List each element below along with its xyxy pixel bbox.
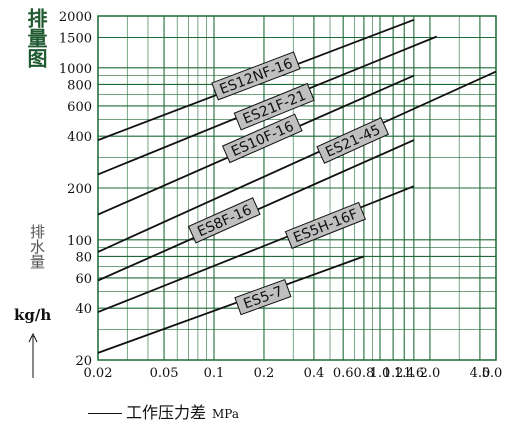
- series-label: ES5H-16F: [284, 201, 366, 249]
- x-axis-label: 工作压力差: [126, 403, 207, 422]
- y-tick-label: 60: [75, 272, 92, 287]
- series-label-box: [187, 197, 261, 244]
- plot-frame: [97, 15, 497, 361]
- x-tick-label: 0.02: [84, 366, 113, 381]
- x-tick-label: 1.2: [383, 366, 404, 381]
- y-tick-label: 20: [75, 354, 92, 369]
- series-label: ES8F-16: [187, 197, 261, 244]
- x-tick-label: 0.2: [254, 366, 275, 381]
- series-label-box: [221, 113, 303, 164]
- y-tick-label: 100: [67, 234, 92, 249]
- x-tick-label: 1.0: [370, 366, 391, 381]
- x-tick-label: 0.6: [333, 366, 354, 381]
- up-arrow-icon: [28, 332, 38, 378]
- y-tick-label: 1000: [59, 62, 92, 77]
- y-tick-label: 40: [75, 302, 92, 317]
- series-label-text: ES5H-16F: [291, 206, 360, 246]
- x-tick-label: 5.0: [482, 366, 503, 381]
- series-line: [97, 70, 497, 253]
- y-tick-label: 400: [67, 130, 92, 145]
- tick-labels: 0.02 0.05 0.1 0.2 0.4 0.6 0.81.01.21.41.62.0 4.…: [59, 10, 502, 381]
- x-tick-label: 0.8: [354, 366, 375, 381]
- y-tick-label: 2000: [59, 10, 92, 25]
- y-tick-label: 200: [67, 182, 92, 197]
- x-tick-label: 0.1: [204, 366, 225, 381]
- x-tick-label: 1.6: [404, 366, 425, 381]
- series-line: [97, 185, 415, 313]
- x-tick-label: 0.05: [150, 366, 179, 381]
- y-tick-label: 800: [67, 78, 92, 93]
- x-tick-label: 4.0: [470, 366, 491, 381]
- series-label-text: ES21-45: [323, 122, 383, 161]
- series-label-box: [233, 82, 315, 131]
- x-axis-unit: MPa: [212, 407, 239, 421]
- x-tick-label: 2.0: [420, 366, 441, 381]
- chart-title: 排量图: [24, 8, 48, 68]
- series-label-box: [234, 278, 292, 316]
- y-axis-label: 排水量: [28, 224, 46, 269]
- arrow-dash-icon: [88, 413, 122, 414]
- x-axis-label-row: 工作压力差 MPa: [88, 399, 239, 423]
- x-tick-label: 0.4: [304, 366, 325, 381]
- y-tick-label: 600: [67, 100, 92, 115]
- series-label-box: [284, 201, 366, 249]
- series-label-box: [316, 117, 390, 164]
- series-line: [97, 255, 365, 354]
- series-label-box: [211, 51, 301, 101]
- x-tick-label: 1.4: [394, 366, 415, 381]
- series-label: ES5-7: [234, 278, 292, 316]
- y-tick-label: 1500: [59, 31, 92, 46]
- y-axis-unit: kg/h: [14, 306, 52, 324]
- y-tick-label: 80: [75, 250, 92, 265]
